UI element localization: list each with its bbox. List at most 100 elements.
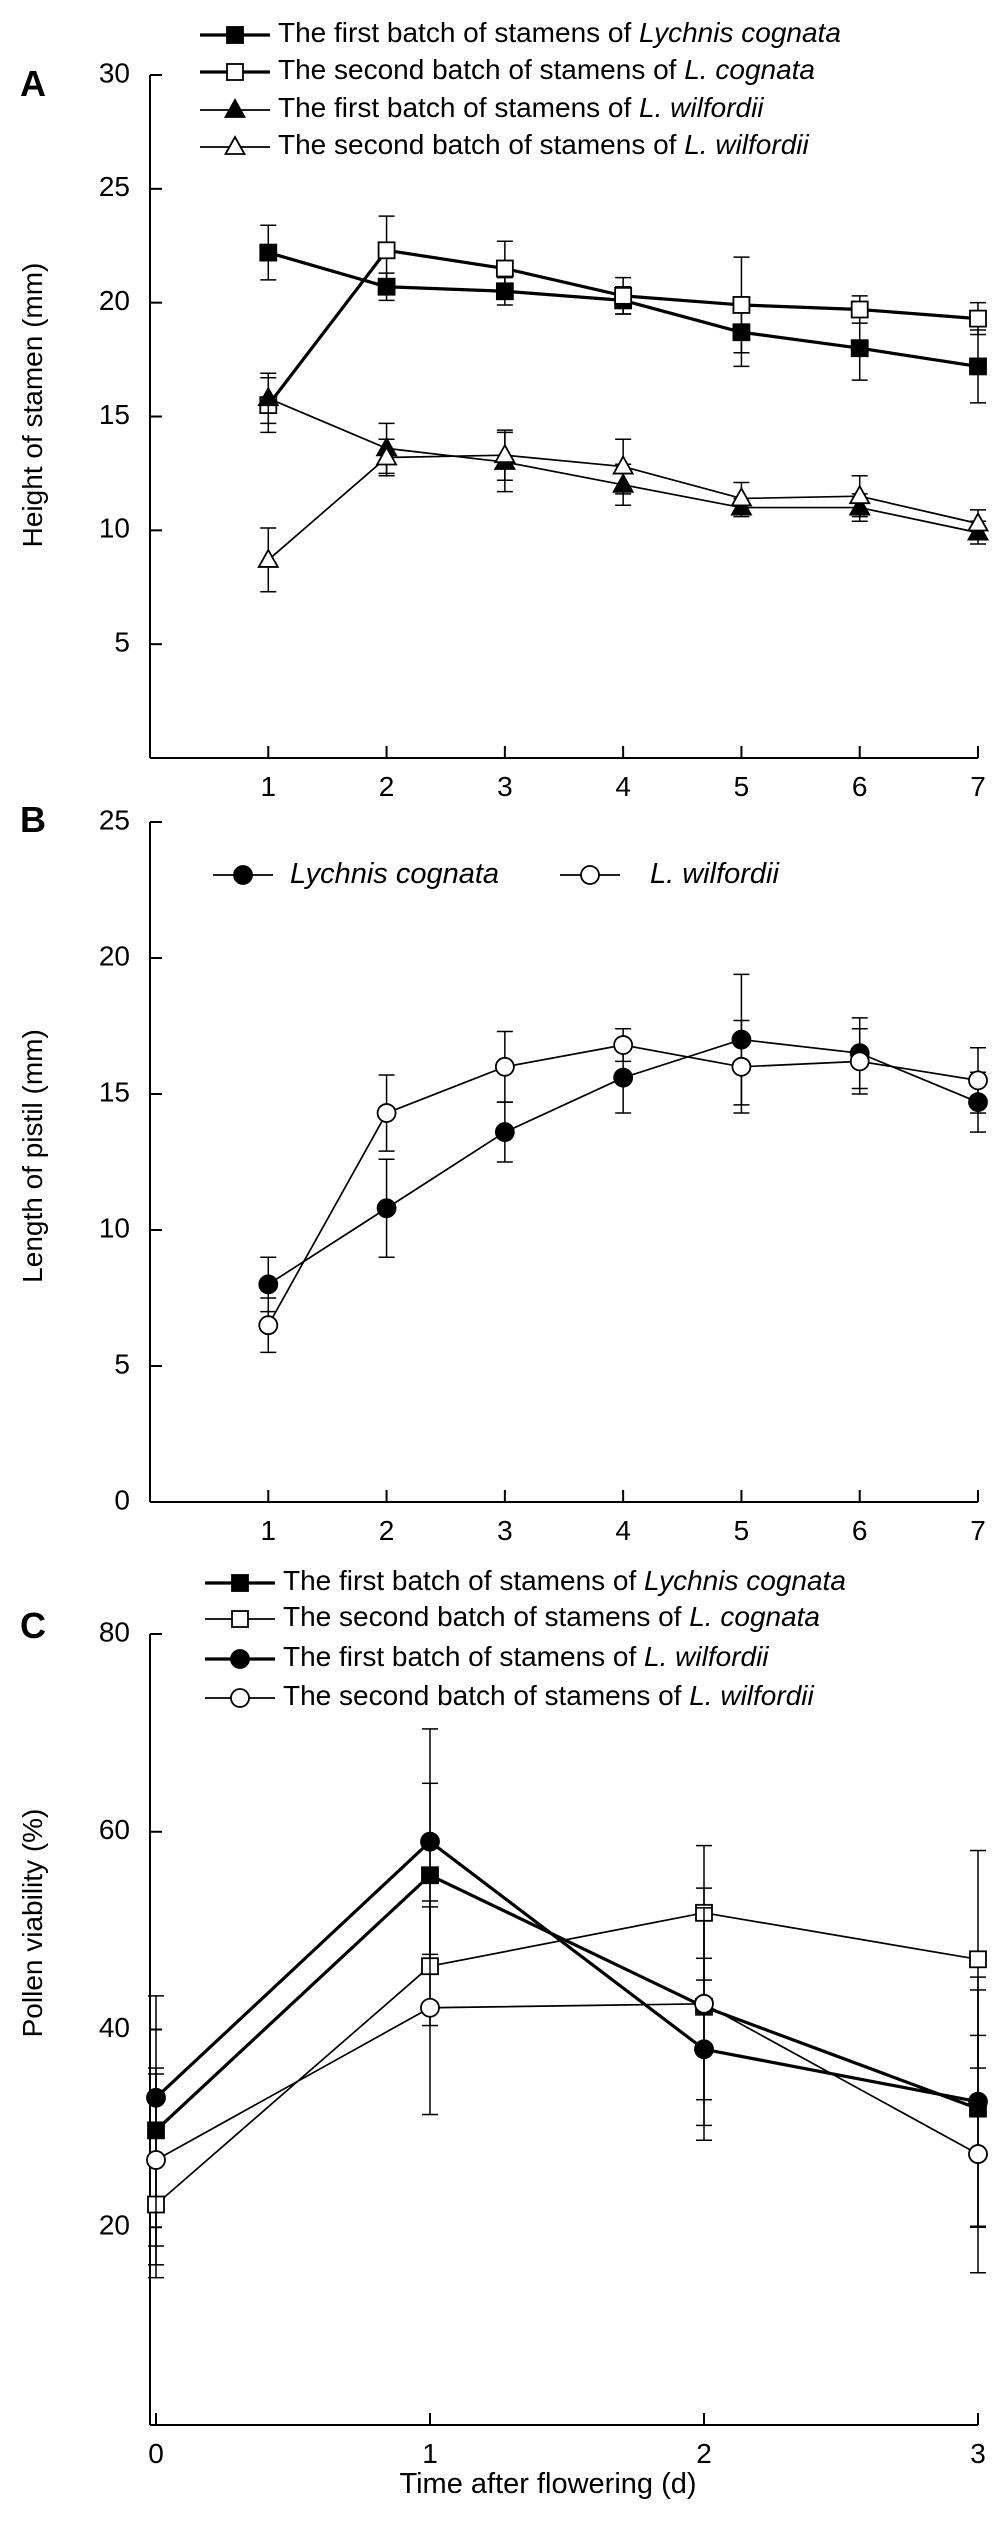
x-tick-label: 4 bbox=[615, 1515, 631, 1546]
data-point bbox=[848, 484, 871, 505]
legend-label: The second batch of stamens of L. wilfor… bbox=[283, 1680, 814, 1711]
legend: The first batch of stamens of Lychnis co… bbox=[205, 1565, 846, 1711]
data-point bbox=[493, 443, 516, 464]
x-tick-label: 6 bbox=[852, 771, 868, 802]
y-tick-label: 20 bbox=[99, 285, 130, 316]
legend-label: The first batch of stamens of Lychnis co… bbox=[278, 17, 841, 48]
x-tick-label: 0 bbox=[148, 2438, 164, 2469]
x-tick-label: 4 bbox=[615, 771, 631, 802]
y-tick-label: 20 bbox=[99, 2210, 130, 2241]
tick-labels: 20 40 60 80 0 1 2 3 bbox=[99, 1616, 986, 2469]
y-tick-label: 25 bbox=[99, 804, 130, 835]
data-point bbox=[375, 445, 398, 466]
series-line bbox=[154, 1873, 979, 2132]
x-tick-label: 3 bbox=[497, 771, 513, 802]
x-tick-label: 2 bbox=[379, 771, 395, 802]
y-tick-label: 25 bbox=[99, 171, 130, 202]
data-point bbox=[730, 486, 753, 507]
y-tick-label: 60 bbox=[99, 1814, 130, 1845]
plot-area bbox=[146, 1728, 988, 2279]
data-point bbox=[850, 339, 869, 358]
panel-label: B bbox=[20, 799, 46, 840]
y-tick-label: 30 bbox=[99, 57, 130, 88]
x-tick-label: 1 bbox=[422, 2438, 438, 2469]
legend: Lychnis cognata L. wilfordii bbox=[213, 858, 780, 890]
legend-label: The second batch of stamens of L. cognat… bbox=[278, 54, 815, 85]
legend-marker bbox=[580, 865, 600, 885]
series-line bbox=[154, 1839, 979, 2104]
axes bbox=[149, 74, 979, 759]
series-3 bbox=[257, 429, 990, 593]
x-tick-label: 1 bbox=[260, 771, 276, 802]
data-point bbox=[731, 1056, 752, 1077]
x-tick-label: 5 bbox=[734, 771, 750, 802]
series-line bbox=[155, 1911, 979, 2206]
legend-label: The second batch of stamens of L. cognat… bbox=[283, 1601, 820, 1632]
y-tick-label: 20 bbox=[99, 940, 130, 971]
data-point bbox=[376, 1198, 397, 1219]
plot-area bbox=[257, 215, 990, 593]
legend-label: The first batch of stamens of Lychnis co… bbox=[283, 1565, 846, 1596]
legend-marker bbox=[226, 63, 244, 81]
series-1 bbox=[259, 215, 987, 434]
panel-a: A Height of stamen (mm) The first batch … bbox=[17, 17, 990, 802]
y-axis-label: Pollen viability (%) bbox=[17, 1809, 48, 2038]
data-point bbox=[968, 2144, 988, 2164]
data-point bbox=[494, 1056, 515, 1077]
data-point bbox=[613, 1067, 634, 1088]
series-0 bbox=[258, 973, 988, 1313]
y-tick-label: 10 bbox=[99, 1212, 130, 1243]
y-tick-label: 5 bbox=[114, 627, 130, 658]
data-point bbox=[258, 1274, 279, 1295]
data-point bbox=[495, 259, 514, 278]
series-1 bbox=[258, 1019, 988, 1354]
data-point bbox=[969, 357, 987, 376]
y-tick-label: 15 bbox=[99, 1076, 130, 1107]
y-axis-label: Height of stamen (mm) bbox=[17, 263, 48, 548]
data-point bbox=[968, 1070, 988, 1091]
y-axis-label: Length of pistil (mm) bbox=[17, 1029, 48, 1283]
plot-area bbox=[258, 973, 988, 1354]
y-tick-label: 5 bbox=[114, 1348, 130, 1379]
data-point bbox=[614, 286, 633, 305]
data-point bbox=[612, 454, 635, 475]
series-line bbox=[155, 2002, 979, 2161]
y-tick-label: 40 bbox=[99, 2012, 130, 2043]
legend-marker bbox=[223, 98, 247, 118]
x-axis-label: Time after flowering (d) bbox=[399, 2468, 696, 2500]
legend-marker bbox=[231, 1574, 249, 1592]
legend-marker bbox=[230, 1649, 250, 1669]
panel-label: C bbox=[20, 1605, 46, 1646]
legend-label: L. wilfordii bbox=[650, 858, 780, 890]
y-tick-label: 0 bbox=[114, 1484, 130, 1515]
x-tick-label: 1 bbox=[260, 1515, 276, 1546]
y-tick-label: 10 bbox=[99, 513, 130, 544]
series-0 bbox=[147, 1782, 987, 2266]
x-tick-label: 3 bbox=[970, 2438, 986, 2469]
data-point bbox=[849, 1051, 870, 1072]
series-3 bbox=[146, 1900, 988, 2274]
legend-label: The second batch of stamens of L. wilfor… bbox=[278, 129, 809, 160]
data-point bbox=[966, 511, 990, 532]
data-point bbox=[257, 548, 280, 568]
data-point bbox=[494, 1122, 515, 1142]
legend: The first batch of stamens of Lychnis co… bbox=[200, 17, 841, 160]
data-point bbox=[850, 300, 869, 319]
legend-marker bbox=[231, 1610, 249, 1628]
legend-marker bbox=[233, 865, 253, 885]
data-point bbox=[257, 386, 280, 407]
y-tick-label: 80 bbox=[99, 1616, 130, 1647]
legend-label: The first batch of stamens of L. wilford… bbox=[283, 1641, 769, 1672]
data-point bbox=[694, 1993, 714, 2014]
data-point bbox=[377, 241, 396, 260]
tick-labels: 5 10 15 20 25 30 1 2 3 4 5 6 7 bbox=[99, 57, 986, 802]
legend-marker bbox=[230, 1688, 250, 1708]
data-point bbox=[146, 2150, 166, 2170]
data-point bbox=[732, 296, 751, 314]
data-point bbox=[420, 1997, 440, 2018]
legend-label: The first batch of stamens of L. wilford… bbox=[278, 92, 764, 123]
series-1 bbox=[147, 1844, 987, 2279]
x-tick-label: 7 bbox=[970, 1515, 986, 1546]
axes bbox=[149, 821, 979, 1503]
